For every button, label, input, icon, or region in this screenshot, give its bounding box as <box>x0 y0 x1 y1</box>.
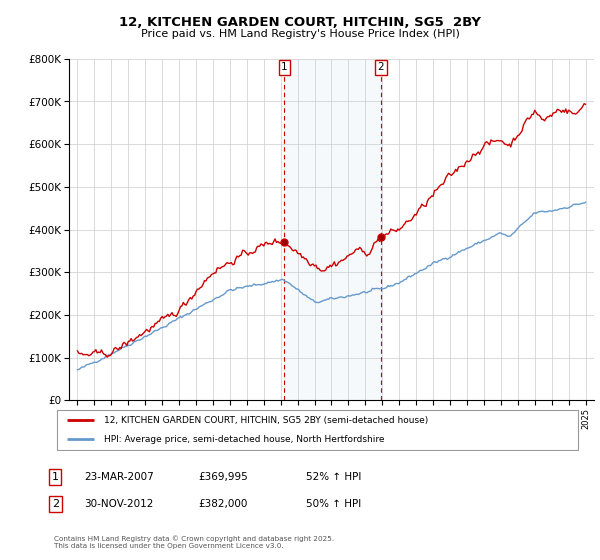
Text: HPI: Average price, semi-detached house, North Hertfordshire: HPI: Average price, semi-detached house,… <box>104 435 385 444</box>
Text: 50% ↑ HPI: 50% ↑ HPI <box>306 499 361 509</box>
Text: £369,995: £369,995 <box>198 472 248 482</box>
Text: 2: 2 <box>52 499 59 509</box>
Text: 52% ↑ HPI: 52% ↑ HPI <box>306 472 361 482</box>
Text: 30-NOV-2012: 30-NOV-2012 <box>84 499 154 509</box>
Text: 23-MAR-2007: 23-MAR-2007 <box>84 472 154 482</box>
Text: 2: 2 <box>377 62 384 72</box>
Text: Price paid vs. HM Land Registry's House Price Index (HPI): Price paid vs. HM Land Registry's House … <box>140 29 460 39</box>
Bar <box>284 59 381 400</box>
FancyBboxPatch shape <box>56 410 578 450</box>
Text: Contains HM Land Registry data © Crown copyright and database right 2025.
This d: Contains HM Land Registry data © Crown c… <box>54 535 334 549</box>
Text: 1: 1 <box>281 62 288 72</box>
Text: £382,000: £382,000 <box>198 499 247 509</box>
Text: 12, KITCHEN GARDEN COURT, HITCHIN, SG5 2BY (semi-detached house): 12, KITCHEN GARDEN COURT, HITCHIN, SG5 2… <box>104 416 428 424</box>
Text: 1: 1 <box>52 472 59 482</box>
Text: 12, KITCHEN GARDEN COURT, HITCHIN, SG5  2BY: 12, KITCHEN GARDEN COURT, HITCHIN, SG5 2… <box>119 16 481 29</box>
